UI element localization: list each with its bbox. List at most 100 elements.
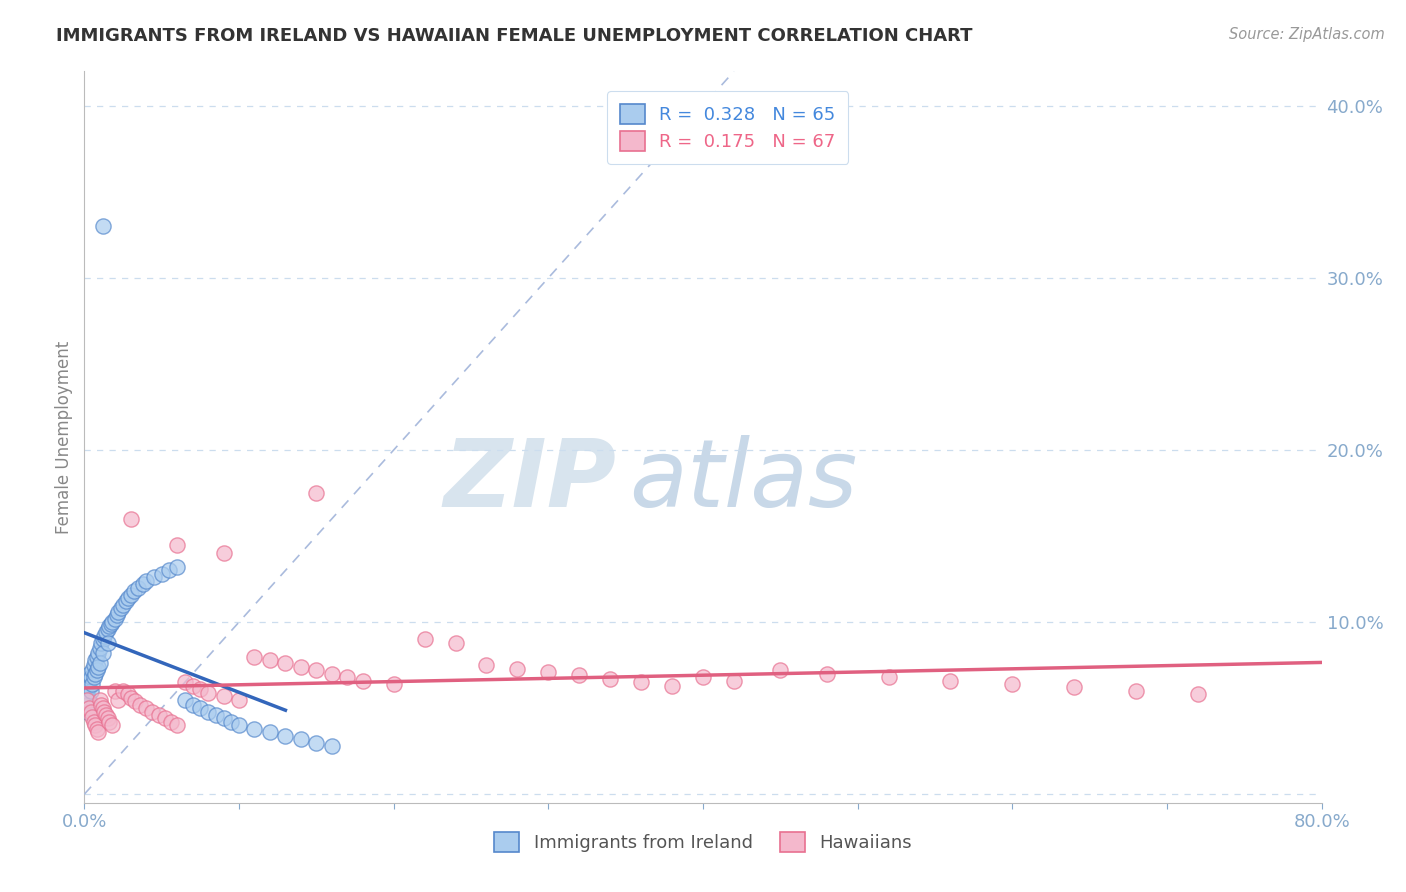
Point [89, 657, 111, 671]
Point [321, 666, 343, 681]
Point [212, 711, 235, 725]
Point [129, 698, 152, 712]
Point [112, 684, 135, 698]
Point [212, 689, 235, 703]
Point [120, 690, 142, 705]
Point [90, 636, 112, 650]
Point [83, 670, 105, 684]
Point [181, 698, 204, 712]
Point [76, 705, 98, 719]
Point [87, 660, 110, 674]
Point [110, 601, 132, 615]
Point [77, 666, 100, 681]
Point [107, 692, 129, 706]
Point [75, 684, 97, 698]
Point [86, 722, 108, 736]
Point [160, 714, 183, 729]
Point [274, 729, 297, 743]
Point [197, 705, 219, 719]
Point [413, 632, 436, 647]
Point [148, 708, 170, 723]
Point [117, 687, 139, 701]
Point [96, 636, 118, 650]
Text: IMMIGRANTS FROM IRELAND VS HAWAIIAN FEMALE UNEMPLOYMENT CORRELATION CHART: IMMIGRANTS FROM IRELAND VS HAWAIIAN FEMA… [56, 27, 973, 45]
Point [82, 710, 104, 724]
Point [127, 581, 149, 595]
Point [75, 701, 97, 715]
Point [94, 708, 117, 723]
Point [120, 512, 142, 526]
Point [91, 219, 114, 234]
Point [94, 625, 117, 640]
Point [104, 684, 127, 698]
Point [692, 670, 714, 684]
Point [475, 658, 498, 673]
Point [141, 705, 163, 719]
Point [87, 725, 110, 739]
Point [117, 591, 139, 605]
Point [212, 546, 235, 560]
Point [305, 663, 328, 677]
Point [219, 714, 242, 729]
Point [166, 538, 188, 552]
Point [382, 677, 405, 691]
Point [93, 629, 115, 643]
Point [259, 653, 281, 667]
Point [174, 692, 197, 706]
Point [86, 663, 108, 677]
Point [243, 722, 266, 736]
Point [105, 608, 128, 623]
Point [815, 666, 838, 681]
Point [228, 718, 250, 732]
Point [83, 714, 105, 729]
Point [79, 670, 101, 684]
Point [84, 718, 107, 732]
Point [135, 701, 157, 715]
Point [305, 486, 328, 500]
Point [90, 698, 112, 712]
Point [228, 692, 250, 706]
Point [122, 584, 145, 599]
Point [305, 735, 328, 749]
Point [352, 673, 374, 688]
Point [101, 718, 124, 732]
Point [84, 653, 107, 667]
Point [96, 711, 118, 725]
Point [166, 560, 188, 574]
Text: ZIP: ZIP [443, 435, 616, 527]
Point [98, 618, 121, 632]
Point [568, 668, 591, 682]
Point [132, 577, 155, 591]
Point [93, 705, 115, 719]
Point [143, 570, 166, 584]
Point [76, 698, 98, 712]
Point [274, 657, 297, 671]
Point [599, 672, 621, 686]
Point [1187, 687, 1209, 701]
Point [91, 701, 114, 715]
Point [115, 594, 138, 608]
Point [153, 711, 176, 725]
Point [89, 640, 111, 655]
Point [205, 708, 228, 723]
Point [1001, 677, 1024, 691]
Point [630, 675, 652, 690]
Point [96, 622, 118, 636]
Point [259, 725, 281, 739]
Point [75, 692, 97, 706]
Point [100, 616, 122, 631]
Point [87, 646, 110, 660]
Point [135, 574, 157, 588]
Point [243, 649, 266, 664]
Point [98, 714, 121, 729]
Point [83, 658, 105, 673]
Point [769, 663, 792, 677]
Point [86, 649, 108, 664]
Point [723, 673, 745, 688]
Point [91, 646, 114, 660]
Point [661, 679, 683, 693]
Point [76, 687, 98, 701]
Point [112, 598, 135, 612]
Point [120, 588, 142, 602]
Point [506, 662, 529, 676]
